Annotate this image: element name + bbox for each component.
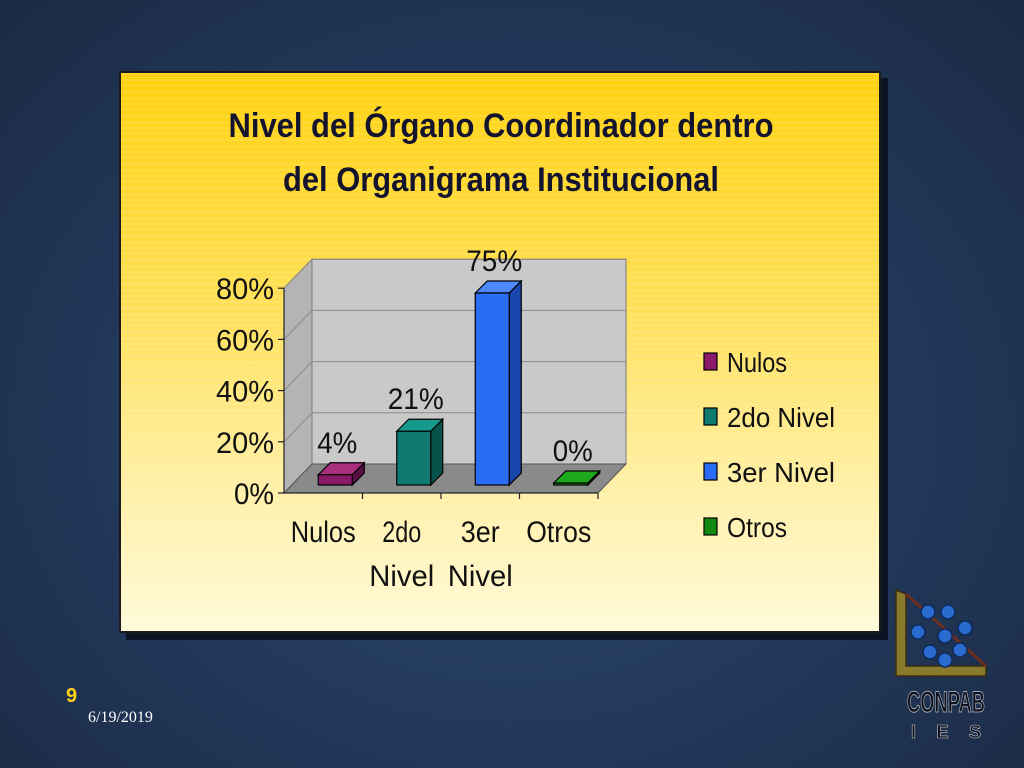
legend-label: Nulos bbox=[727, 347, 787, 378]
logo-dot bbox=[940, 604, 956, 620]
logo-text: CONPAB bbox=[907, 686, 985, 719]
y-tick-label: 0% bbox=[234, 478, 274, 511]
legend-swatch bbox=[703, 517, 718, 536]
bar-2do-nivel bbox=[395, 417, 445, 487]
gridline bbox=[283, 310, 313, 340]
legend-item: Nulos bbox=[703, 347, 787, 378]
y-tick-label: 20% bbox=[216, 427, 274, 460]
y-tick-label: 40% bbox=[216, 376, 274, 409]
x-tick-label: Nulos bbox=[291, 516, 356, 549]
x-tick-label: Nivel bbox=[369, 560, 434, 593]
y-tick-label: 80% bbox=[216, 273, 274, 306]
x-tick-label: Otros bbox=[526, 516, 591, 549]
chart-legend: Nulos 2do Nivel 3er Nivel Otros bbox=[703, 347, 835, 543]
slide-date: 6/19/2019 bbox=[88, 709, 153, 726]
x-tick-label: 3er bbox=[461, 516, 500, 549]
y-tick-label: 60% bbox=[216, 324, 274, 357]
bar-nulos bbox=[316, 461, 366, 487]
legend-swatch bbox=[703, 462, 718, 481]
legend-item: Otros bbox=[703, 512, 787, 543]
legend-label: Otros bbox=[727, 512, 787, 543]
bar-side bbox=[508, 279, 522, 487]
gridline bbox=[283, 412, 313, 443]
bar-3er-nivel bbox=[473, 279, 523, 487]
legend-item: 3er Nivel bbox=[703, 457, 835, 488]
bar-front bbox=[396, 430, 432, 486]
legend-label: 3er Nivel bbox=[727, 457, 835, 488]
legend-swatch bbox=[703, 407, 718, 426]
chart-title: Nivel del Órgano Coordinador dentro del O… bbox=[229, 107, 774, 199]
data-label: 21% bbox=[388, 383, 444, 416]
logo-dot bbox=[910, 624, 926, 640]
logo-dot bbox=[922, 644, 938, 660]
legend-label: 2do Nivel bbox=[727, 402, 835, 433]
legend-item: 2do Nivel bbox=[703, 402, 835, 433]
legend-swatch bbox=[703, 352, 718, 371]
x-tick-label: Nivel bbox=[448, 560, 513, 593]
logo-dot bbox=[952, 642, 968, 658]
data-label: 0% bbox=[553, 435, 593, 468]
chart-title-line: del Organigrama Institucional bbox=[283, 161, 719, 199]
gridline bbox=[283, 361, 313, 391]
logo-dot bbox=[957, 620, 973, 636]
bar-front bbox=[553, 482, 589, 486]
bar-otros bbox=[552, 469, 602, 487]
logo-dot bbox=[937, 652, 953, 668]
slide-number: 9 bbox=[66, 685, 78, 707]
conpab-ies-logo: CONPAB IES bbox=[895, 588, 988, 742]
logo-dot bbox=[920, 604, 936, 620]
logo-subtext: IES bbox=[911, 722, 981, 742]
bar-front bbox=[474, 292, 510, 486]
bar-front bbox=[317, 474, 353, 486]
x-tick-label: 2do bbox=[382, 516, 421, 549]
gridline bbox=[283, 258, 313, 289]
data-label: 4% bbox=[317, 427, 357, 460]
plot-area: 0% 20% 40% 60% 80% 4% Nulos 21% 2do Nivel 75% 3er Ni… bbox=[216, 245, 628, 593]
logo-dot bbox=[937, 628, 953, 644]
chart-title-line: Nivel del Órgano Coordinador dentro bbox=[229, 107, 774, 145]
data-label: 75% bbox=[466, 245, 522, 278]
